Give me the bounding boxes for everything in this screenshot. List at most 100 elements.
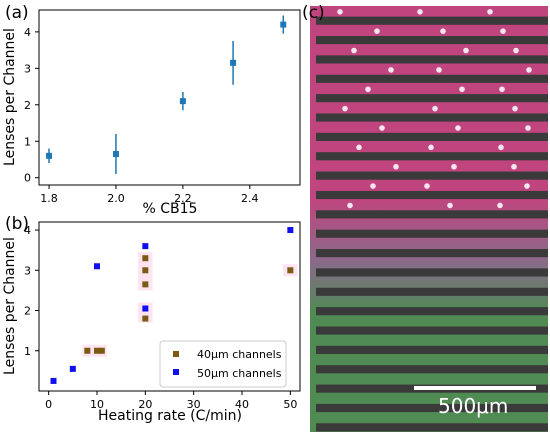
scale-bar — [414, 386, 536, 390]
data-point — [84, 347, 91, 354]
data-point — [142, 243, 149, 250]
panel-label-c: (c) — [302, 3, 325, 23]
channel-stripe — [316, 74, 548, 83]
data-point — [94, 347, 100, 354]
chart-b-ylabel: Lenses per Channel — [2, 237, 18, 375]
lens-dot — [342, 105, 348, 112]
x-tick-label: 2.4 — [241, 192, 259, 205]
lens-dot — [428, 144, 434, 151]
channel-stripe — [316, 423, 548, 432]
channel-stripe — [316, 36, 548, 45]
data-point — [287, 267, 294, 274]
y-tick-label: 3 — [24, 264, 31, 277]
data-point — [98, 347, 105, 354]
lens-dot — [463, 47, 469, 54]
data-point — [94, 263, 100, 270]
x-tick-label: 50 — [283, 398, 297, 411]
lens-dot — [351, 47, 357, 54]
lens-dot — [500, 28, 506, 34]
x-tick-label: 2.0 — [107, 192, 125, 205]
lens-dot — [440, 28, 446, 34]
chart-a-ylabel: Lenses per Channel — [2, 28, 18, 166]
lens-dot — [370, 183, 376, 189]
chart-b-xlabel: Heating rate (C/min) — [98, 408, 242, 424]
lens-dot — [365, 86, 371, 93]
micrograph: 500μm — [310, 6, 548, 432]
lens-dot — [487, 9, 493, 15]
lens-dot — [432, 105, 438, 112]
legend-marker-40um — [173, 351, 179, 357]
channel-stripe — [316, 132, 548, 141]
x-tick-label: 0 — [45, 398, 52, 411]
channel-stripe — [316, 55, 548, 64]
y-tick-label: 3 — [24, 62, 31, 75]
channel-stripe — [316, 229, 548, 238]
lens-dot — [379, 125, 385, 131]
y-tick-label: 4 — [24, 224, 31, 237]
legend-marker-50um — [173, 369, 179, 375]
lens-dot — [525, 125, 531, 131]
scale-bar-label: 500μm — [438, 394, 509, 418]
lens-dot — [374, 28, 380, 34]
channel-stripe — [316, 268, 548, 277]
channel-stripe — [316, 307, 548, 316]
lens-dot — [512, 105, 518, 112]
channel-stripe — [316, 287, 548, 296]
lens-dot — [526, 67, 532, 73]
lens-dot — [497, 202, 503, 209]
channel-stripe — [316, 365, 548, 374]
lens-dot — [511, 163, 517, 170]
chart-a-frame — [38, 9, 301, 186]
channel-stripe — [316, 210, 548, 219]
lens-dot — [499, 86, 505, 93]
cluster-highlight — [138, 302, 153, 323]
data-point — [179, 98, 186, 105]
chart-a-xlabel: % CB15 — [143, 201, 198, 217]
channel-stripe — [316, 345, 548, 354]
legend-frame — [159, 340, 287, 388]
lens-dot — [447, 202, 453, 209]
channel-stripe — [316, 326, 548, 335]
y-tick-label: 1 — [24, 135, 31, 148]
panel-label-a: (a) — [5, 3, 29, 23]
data-point — [230, 59, 237, 66]
y-tick-label: 2 — [24, 99, 31, 112]
panel-label-b: (b) — [5, 214, 30, 234]
data-point — [142, 267, 149, 274]
lens-dot — [337, 9, 343, 15]
y-tick-label: 0 — [24, 172, 31, 185]
data-point — [46, 152, 53, 159]
lens-dot — [356, 144, 362, 151]
legend-label-40um: 40μm channels — [197, 348, 282, 361]
chart-a: 1.8 2.0 2.2 2.4 0 1 2 3 4 % CB15 Lenses per Cha… — [2, 9, 301, 217]
x-tick-label: 2.2 — [174, 192, 192, 205]
channel-stripe — [316, 16, 548, 25]
chart-b: 0 10 20 30 40 50 1 2 3 4 Heating rate (C/min) Le… — [2, 221, 301, 424]
channel-stripe — [316, 171, 548, 180]
x-tick-label: 1.8 — [40, 192, 58, 205]
channel-stripe — [316, 249, 548, 258]
y-tick-label: 4 — [24, 26, 31, 39]
data-point — [142, 315, 149, 322]
data-point — [112, 151, 119, 158]
lens-dot — [459, 86, 465, 93]
micrograph-image — [310, 6, 548, 432]
data-point — [50, 377, 57, 384]
y-tick-label: 2 — [24, 305, 31, 318]
x-tick-label: 10 — [90, 398, 104, 411]
lens-dot — [347, 202, 353, 209]
channel-stripe — [316, 94, 548, 103]
data-point — [69, 365, 76, 372]
lens-dot — [417, 9, 423, 15]
lens-dot — [436, 67, 442, 73]
channel-stripe — [316, 190, 548, 200]
channel-stripe — [316, 152, 548, 161]
lens-dot — [455, 125, 461, 131]
chart-b-frame — [38, 221, 301, 392]
lens-dot — [388, 67, 394, 73]
data-point — [287, 227, 294, 234]
lens-dot — [451, 163, 457, 170]
data-point — [142, 255, 149, 262]
lens-dot — [393, 163, 399, 170]
